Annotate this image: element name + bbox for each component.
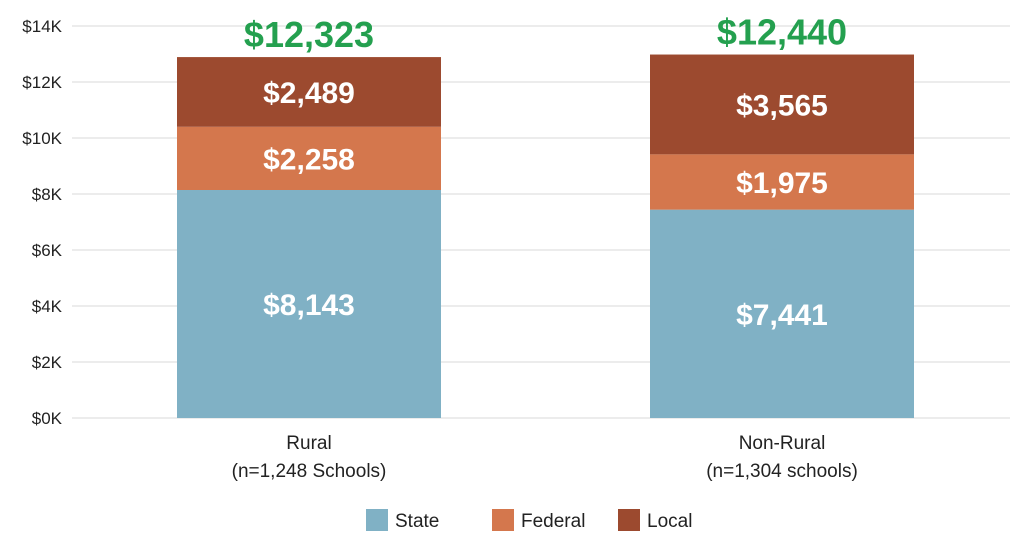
legend-label: State — [395, 511, 439, 532]
bar-segment-federal — [650, 154, 914, 210]
y-axis: $0K $2K $4K $6K $8K $10K $12K $14K — [22, 17, 62, 428]
y-tick-label: $0K — [32, 409, 63, 428]
legend-label: Federal — [521, 511, 585, 532]
legend-label: Local — [647, 511, 692, 532]
y-tick-label: $2K — [32, 353, 63, 372]
y-tick-label: $4K — [32, 297, 63, 316]
bar-segment-local — [177, 57, 441, 127]
y-tick-label: $14K — [22, 17, 62, 36]
bars: $8,143 $2,258 $2,489 $12,323 $7,441 $1,975 $3,… — [177, 12, 914, 418]
y-tick-label: $10K — [22, 129, 62, 148]
category-sublabel: (n=1,304 schools) — [706, 461, 858, 482]
y-tick-label: $8K — [32, 185, 63, 204]
legend: State Federal Local — [366, 509, 692, 532]
y-tick-label: $12K — [22, 73, 62, 92]
legend-swatch-state — [366, 509, 388, 531]
bar-segment-federal — [177, 126, 441, 190]
bar-segment-local — [650, 54, 914, 155]
total-label: $12,323 — [244, 14, 374, 55]
data-label: $2,489 — [263, 77, 355, 110]
category-label: Rural — [286, 433, 331, 454]
y-tick-label: $6K — [32, 241, 63, 260]
data-label: $8,143 — [263, 289, 355, 322]
bar-segment-state — [650, 209, 914, 418]
bar-segment-state — [177, 189, 441, 418]
x-axis: Rural (n=1,248 Schools) Non-Rural (n=1,304 … — [232, 433, 858, 482]
data-label: $7,441 — [736, 299, 828, 332]
data-label: $1,975 — [736, 167, 828, 200]
category-label: Non-Rural — [739, 433, 826, 454]
legend-swatch-federal — [492, 509, 514, 531]
legend-swatch-local — [618, 509, 640, 531]
total-label: $12,440 — [717, 12, 847, 53]
data-label: $2,258 — [263, 143, 355, 176]
data-label: $3,565 — [736, 89, 828, 122]
category-sublabel: (n=1,248 Schools) — [232, 461, 387, 482]
